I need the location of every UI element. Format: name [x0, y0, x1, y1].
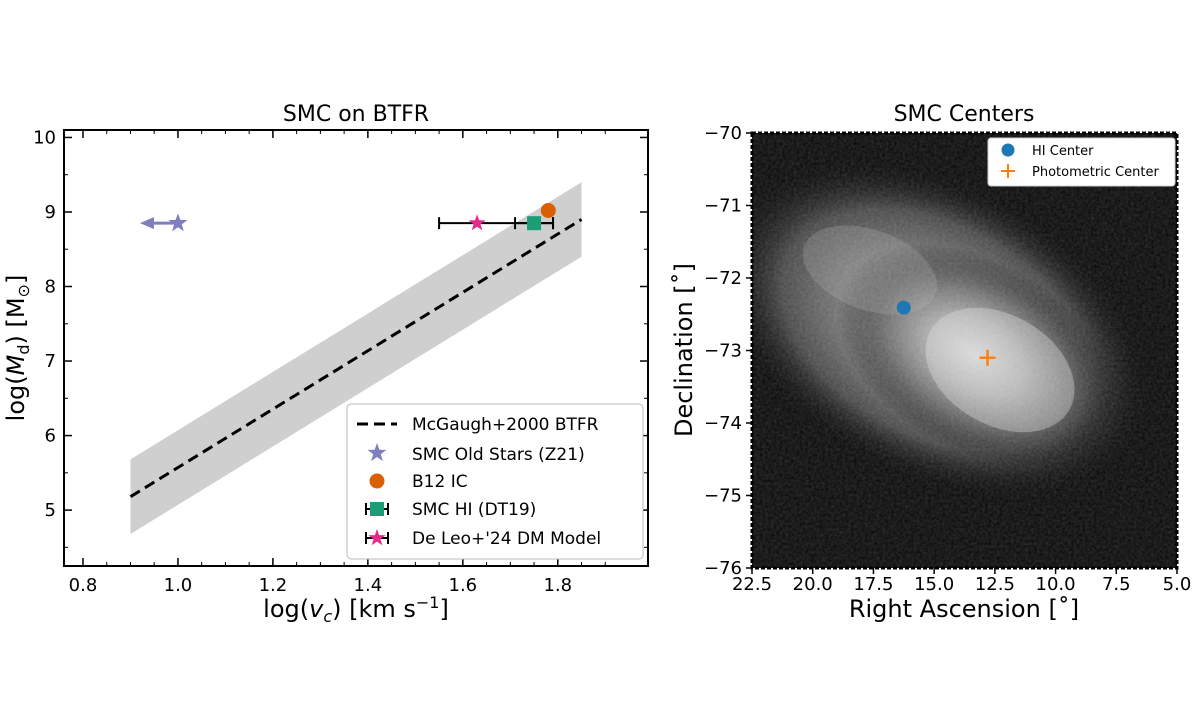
y-tick-label: −73: [704, 341, 742, 362]
legend-box: [346, 403, 644, 560]
legend-circle-icon: [1001, 143, 1015, 157]
legend-plus-icon: [1001, 164, 1015, 178]
density-heatmap: [752, 133, 1177, 568]
x-tick-label: 10.0: [1036, 574, 1076, 595]
x-tick-label: 1.0: [164, 575, 193, 596]
y-axis-label: Declination [˚]: [670, 263, 698, 437]
x-axis-label: Right Ascension [˚]: [849, 595, 1079, 623]
x-tick-label: 1.6: [449, 575, 478, 596]
legend: McGaugh+2000 BTFR SMC Old Stars (Z21) B1…: [346, 403, 644, 560]
x-axis-label: log(vc) [km s−1]: [263, 593, 449, 626]
hi-center-point: [896, 300, 911, 315]
y-tick-label: 6: [45, 426, 56, 447]
legend-label: B12 IC: [412, 472, 468, 492]
old-stars-point: [168, 213, 188, 232]
de-leo-point: [468, 214, 486, 231]
legend-box: [987, 137, 1176, 187]
y-tick-label: −71: [704, 196, 742, 217]
legend-star-icon: [368, 529, 386, 546]
x-tick-label: 0.8: [69, 575, 98, 596]
y-tick-label: −70: [704, 123, 742, 144]
legend-circle-icon: [369, 473, 385, 489]
legend-label: De Leo+'24 DM Model: [412, 529, 601, 549]
x-tick-label: 5.0: [1163, 574, 1192, 595]
y-tick-label: −72: [704, 268, 742, 289]
y-tick-label: 5: [45, 500, 56, 521]
legend-label: McGaugh+2000 BTFR: [412, 415, 599, 435]
legend: HI Center Photometric Center: [987, 137, 1176, 187]
legend-label: Photometric Center: [1032, 165, 1159, 180]
y-tick-label: 10: [33, 127, 56, 148]
plot-frame: [63, 129, 649, 567]
x-tick-label: 7.5: [1102, 574, 1131, 595]
x-tick-label: 20.0: [793, 574, 833, 595]
legend-label: SMC Old Stars (Z21): [412, 445, 585, 465]
x-tick-label: 15.0: [914, 574, 954, 595]
x-tick-label: 1.8: [543, 575, 572, 596]
y-tick-label: −74: [704, 413, 742, 434]
y-tick-label: −76: [704, 558, 742, 579]
x-tick-label: 1.4: [354, 575, 383, 596]
legend-square-icon: [370, 502, 384, 516]
btfr-line: [129, 218, 583, 498]
y-tick-label: 7: [45, 351, 56, 372]
upper-limit-arrowhead: [139, 217, 154, 230]
y-axis-label: log(Md) [M⊙]: [2, 275, 33, 422]
chart-title: SMC on BTFR: [283, 102, 429, 127]
b12-ic-point: [540, 202, 556, 218]
x-tick-label: 17.5: [853, 574, 893, 595]
y-tick-label: 8: [45, 277, 56, 298]
smc-centers-panel: SMC Centers 22.5 20.0 17.5 15.0 12.5 10.0 7.5 5…: [670, 102, 1192, 623]
btfr-panel: SMC on BTFR 0.8 1.0 1.2 1.4 1.6 1.8 5 6 7 8 9 10 lo…: [2, 102, 649, 626]
x-tick-label: 1.2: [259, 575, 288, 596]
x-tick-label: 12.5: [975, 574, 1015, 595]
legend-label: HI Center: [1032, 144, 1094, 159]
smc-hi-point: [527, 216, 542, 231]
chart-title: SMC Centers: [894, 102, 1035, 127]
y-tick-label: −75: [704, 486, 742, 507]
y-tick-label: 9: [45, 202, 56, 223]
legend-label: SMC HI (DT19): [412, 500, 536, 520]
legend-star-icon: [367, 443, 387, 462]
x-tick-label: 22.5: [732, 574, 772, 595]
